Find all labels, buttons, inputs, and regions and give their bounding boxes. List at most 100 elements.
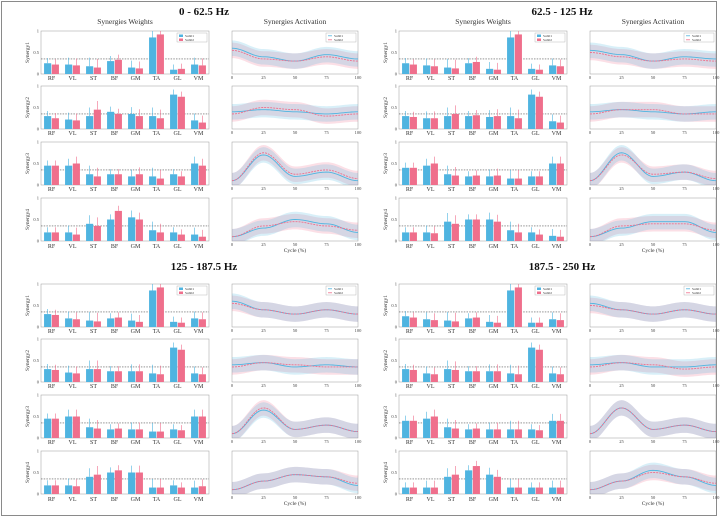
activation-line-group2 xyxy=(231,362,358,368)
bar-group1 xyxy=(107,429,115,438)
activation-xtick-label: 0 xyxy=(589,186,592,191)
bar-group1 xyxy=(149,37,157,74)
weights-ytick-label: 0 xyxy=(37,183,40,188)
activation-xtick-label: 50 xyxy=(293,439,298,444)
muscle-label: GM xyxy=(131,131,141,137)
weights-ytick-label: 1 xyxy=(37,393,39,398)
bar-group1 xyxy=(402,420,410,438)
muscle-label: TA xyxy=(511,76,519,82)
legend-label: Sub01 xyxy=(543,34,552,38)
bar-group2 xyxy=(451,223,459,241)
bar-group1 xyxy=(444,320,452,327)
activation-xtick-label: 100 xyxy=(713,328,720,333)
bar-group2 xyxy=(51,232,59,241)
muscle-label: TA xyxy=(511,384,519,390)
activation-line-group2 xyxy=(589,472,717,491)
weights-ytick-label: 0.5 xyxy=(33,470,39,475)
muscle-label: RF xyxy=(406,497,414,503)
bar-group1 xyxy=(465,470,473,494)
bar-group2 xyxy=(493,371,501,382)
weights-ytick-label: 0.5 xyxy=(33,105,39,110)
activation-axes-box xyxy=(231,338,359,383)
muscle-label: VL xyxy=(427,384,435,390)
bar-group1 xyxy=(107,371,115,382)
bar-group1 xyxy=(128,113,136,129)
weights-title: Synergies Weights xyxy=(455,17,511,26)
bar-group2 xyxy=(430,320,438,327)
bar-group2 xyxy=(135,116,143,129)
activation-band-group2 xyxy=(590,464,716,494)
muscle-label: TA xyxy=(153,131,161,137)
muscle-label: TA xyxy=(511,187,519,193)
activation-xtick-label: 50 xyxy=(651,186,656,191)
activation-xtick-label: 50 xyxy=(651,439,656,444)
activation-xtick-label: 75 xyxy=(324,186,329,191)
bar-group2 xyxy=(93,67,101,74)
activation-band-group1 xyxy=(232,402,358,438)
bar-group1 xyxy=(44,369,52,382)
bar-group1 xyxy=(65,119,73,129)
panel-title: 0 - 62.5 Hz xyxy=(179,6,229,18)
muscle-label: VM xyxy=(194,131,204,137)
activation-band-group2 xyxy=(232,42,358,69)
legend-label: Sub01 xyxy=(334,34,343,38)
muscle-label: TA xyxy=(511,131,519,137)
bar-group2 xyxy=(514,118,522,129)
bar-group1 xyxy=(149,487,157,494)
activation-xtick-label: 25 xyxy=(261,75,266,80)
bar-group1 xyxy=(528,68,536,74)
bar-group1 xyxy=(65,165,73,185)
bar-group1 xyxy=(149,290,157,327)
muscle-label: VL xyxy=(69,497,77,503)
activation-xtick-label: 0 xyxy=(231,75,234,80)
bar-group2 xyxy=(156,431,164,438)
activation-axes-box xyxy=(589,394,717,439)
bar-group2 xyxy=(556,236,564,241)
activation-band-group1 xyxy=(232,211,358,241)
legend-swatch xyxy=(179,34,183,37)
activation-band-group2 xyxy=(590,297,716,322)
weights-axes-box xyxy=(398,197,568,242)
bar-group2 xyxy=(556,374,564,382)
bar-group2 xyxy=(430,233,438,241)
weights-ytick-label: 1 xyxy=(395,140,397,145)
bar-group2 xyxy=(114,428,122,438)
bar-group2 xyxy=(114,371,122,382)
activation-line-group2 xyxy=(231,152,359,182)
activation-axes-box xyxy=(231,197,359,242)
activation-xtick-label: 50 xyxy=(293,186,298,191)
activation-band-group2 xyxy=(590,147,716,185)
activation-xtick-label: 25 xyxy=(261,383,266,388)
bar-group2 xyxy=(114,210,122,241)
activation-xtick-label: 75 xyxy=(682,242,687,247)
activation-axes-box xyxy=(231,30,359,75)
activation-xtick-label: 25 xyxy=(619,242,624,247)
activation-axes-box xyxy=(231,141,359,186)
muscle-label: BF xyxy=(111,497,119,503)
synergy-label: Synergy2 xyxy=(383,97,389,118)
bar-group2 xyxy=(198,416,206,438)
activation-axes-box xyxy=(589,338,717,383)
activation-xtick-label: 0 xyxy=(589,495,592,500)
bar-group2 xyxy=(493,322,501,327)
legend-label: Sub01 xyxy=(185,34,194,38)
bar-group2 xyxy=(451,428,459,438)
bar-group2 xyxy=(472,175,480,185)
legend-box xyxy=(176,32,208,43)
bar-group1 xyxy=(44,165,52,185)
panel-title: 187.5 - 250 Hz xyxy=(529,261,596,273)
bar-group2 xyxy=(156,232,164,241)
synergy-label: Synergy1 xyxy=(383,295,389,316)
bar-group1 xyxy=(486,176,494,185)
bar-group2 xyxy=(535,176,543,185)
muscle-label: VM xyxy=(552,76,562,82)
bar-group2 xyxy=(93,109,101,129)
muscle-label: VM xyxy=(552,440,562,446)
muscle-label: BF xyxy=(111,440,119,446)
bar-group2 xyxy=(156,34,164,74)
weights-ytick-label: 0 xyxy=(395,183,398,188)
activation-band-group2 xyxy=(590,216,716,241)
bar-group2 xyxy=(72,319,80,327)
muscle-label: VM xyxy=(194,244,204,250)
